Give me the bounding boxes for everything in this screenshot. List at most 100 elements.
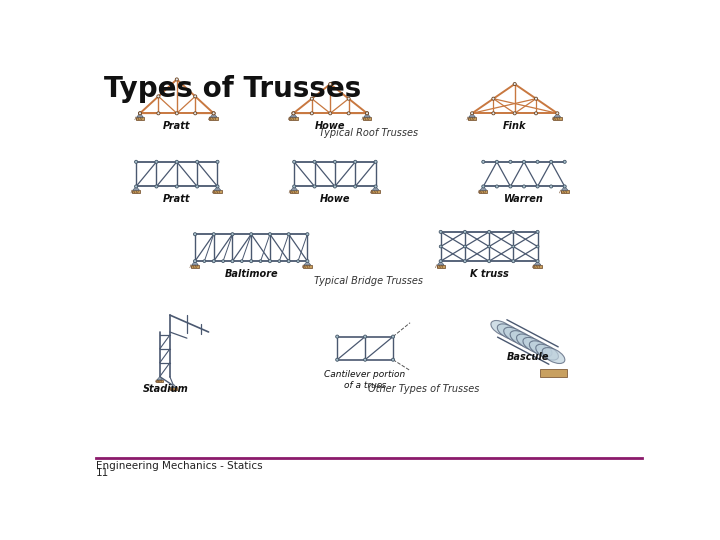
Circle shape <box>512 245 515 248</box>
Circle shape <box>306 260 309 262</box>
Circle shape <box>366 112 369 115</box>
Polygon shape <box>304 261 310 265</box>
Polygon shape <box>539 369 567 377</box>
Polygon shape <box>290 113 297 117</box>
Circle shape <box>364 358 366 361</box>
Polygon shape <box>291 186 297 190</box>
Circle shape <box>297 260 300 262</box>
Polygon shape <box>436 265 445 268</box>
Circle shape <box>212 260 215 262</box>
Circle shape <box>556 112 559 115</box>
Circle shape <box>354 160 357 164</box>
Circle shape <box>313 185 316 188</box>
Circle shape <box>464 231 467 233</box>
Circle shape <box>336 358 339 361</box>
Polygon shape <box>480 186 487 190</box>
Polygon shape <box>210 117 217 120</box>
Text: Typical Roof Trusses: Typical Roof Trusses <box>320 129 418 138</box>
Text: Fink: Fink <box>503 121 526 131</box>
Circle shape <box>135 185 138 188</box>
Circle shape <box>347 97 350 100</box>
Text: Cantilever portion
of a truss: Cantilever portion of a truss <box>325 370 406 390</box>
Polygon shape <box>534 261 541 265</box>
Circle shape <box>513 112 516 115</box>
Circle shape <box>212 112 215 115</box>
Circle shape <box>196 160 199 164</box>
Polygon shape <box>554 113 561 117</box>
Circle shape <box>464 245 467 248</box>
Circle shape <box>287 260 290 262</box>
Circle shape <box>278 260 281 262</box>
Polygon shape <box>372 186 379 190</box>
Circle shape <box>313 160 316 164</box>
Text: K truss: K truss <box>469 268 508 279</box>
Circle shape <box>287 233 290 236</box>
Circle shape <box>536 185 539 188</box>
Polygon shape <box>210 113 217 117</box>
Polygon shape <box>157 377 163 380</box>
Circle shape <box>292 160 296 164</box>
Polygon shape <box>192 261 198 265</box>
Circle shape <box>194 95 197 98</box>
Ellipse shape <box>498 324 520 340</box>
Polygon shape <box>136 117 144 120</box>
Circle shape <box>269 260 271 262</box>
Circle shape <box>216 185 219 188</box>
Circle shape <box>231 233 234 236</box>
Circle shape <box>138 112 142 115</box>
Circle shape <box>439 231 442 233</box>
Circle shape <box>536 260 539 262</box>
Ellipse shape <box>523 338 546 353</box>
Polygon shape <box>289 117 297 120</box>
Text: Other Types of Trusses: Other Types of Trusses <box>368 384 479 394</box>
Circle shape <box>212 233 215 236</box>
Ellipse shape <box>529 341 552 357</box>
Circle shape <box>439 245 442 248</box>
Text: Bascule: Bascule <box>507 352 549 362</box>
Polygon shape <box>132 190 140 193</box>
Circle shape <box>392 335 395 338</box>
Circle shape <box>492 112 495 115</box>
Polygon shape <box>468 117 476 120</box>
Circle shape <box>354 185 357 188</box>
Polygon shape <box>363 117 372 120</box>
Circle shape <box>250 233 253 236</box>
Circle shape <box>333 185 336 188</box>
Circle shape <box>563 185 566 188</box>
Circle shape <box>333 160 336 164</box>
Circle shape <box>336 335 339 338</box>
Circle shape <box>222 260 225 262</box>
Polygon shape <box>290 190 298 193</box>
Circle shape <box>512 231 515 233</box>
Circle shape <box>536 245 539 248</box>
Polygon shape <box>560 190 569 193</box>
Text: Types of Trusses: Types of Trusses <box>104 75 361 103</box>
Circle shape <box>203 260 206 262</box>
Circle shape <box>549 160 553 164</box>
Circle shape <box>549 185 553 188</box>
Circle shape <box>374 185 377 188</box>
Circle shape <box>269 233 271 236</box>
Circle shape <box>292 112 295 115</box>
Circle shape <box>175 78 179 81</box>
Text: Engineering Mechanics - Statics: Engineering Mechanics - Statics <box>96 461 263 470</box>
Circle shape <box>347 112 350 115</box>
Circle shape <box>509 185 512 188</box>
Polygon shape <box>562 186 568 190</box>
Circle shape <box>392 358 395 361</box>
Circle shape <box>240 260 243 262</box>
Circle shape <box>155 185 158 188</box>
Polygon shape <box>553 117 562 120</box>
Circle shape <box>216 160 219 164</box>
Polygon shape <box>479 190 487 193</box>
Ellipse shape <box>510 330 533 347</box>
Circle shape <box>366 112 369 115</box>
Polygon shape <box>534 265 541 268</box>
Circle shape <box>439 260 442 262</box>
Text: Pratt: Pratt <box>163 121 191 131</box>
Circle shape <box>212 112 215 115</box>
Circle shape <box>523 160 526 164</box>
Circle shape <box>310 97 313 100</box>
Text: 11: 11 <box>96 468 109 477</box>
Circle shape <box>175 160 179 164</box>
